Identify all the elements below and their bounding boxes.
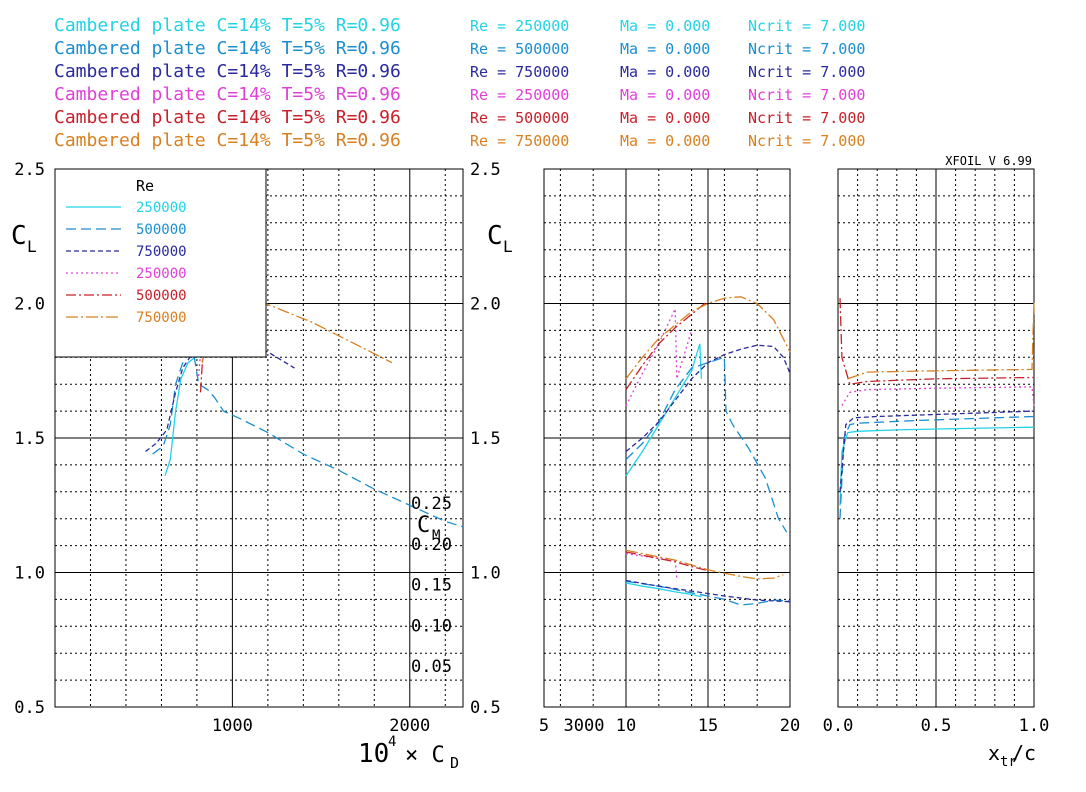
transition-series-line bbox=[841, 386, 1035, 407]
cm-tick: 0.25 bbox=[411, 494, 452, 514]
cm-axis-label: C bbox=[417, 513, 430, 538]
legend-entry-label: 750000 bbox=[136, 310, 187, 326]
legend: Re 250000 500000 750000 250000 500000 750000 bbox=[54, 168, 267, 358]
cl-axis-label-right: C bbox=[487, 221, 503, 251]
header-airfoil-name: Cambered plate C=14% T=5% R=0.96 bbox=[54, 84, 401, 105]
header-mach: Ma = 0.000 bbox=[620, 109, 710, 127]
legend-entry-label: 750000 bbox=[136, 244, 187, 260]
lift-cl-series-line bbox=[625, 296, 791, 380]
transition-series-line bbox=[839, 415, 1035, 519]
header-reynolds: Re = 250000 bbox=[470, 17, 569, 35]
legend-entry-label: 250000 bbox=[136, 200, 187, 216]
cm-tick: 0.15 bbox=[411, 576, 452, 596]
polar-x-tick: 2000 bbox=[389, 716, 430, 736]
header-ncrit: Ncrit = 7.000 bbox=[748, 132, 865, 150]
header-reynolds: Re = 750000 bbox=[470, 63, 569, 81]
cm-tick: 0.05 bbox=[411, 657, 452, 677]
lift-x-tick: 20 bbox=[780, 716, 800, 736]
lift-cl-series-line bbox=[625, 344, 791, 453]
transition-x-tick: 0.0 bbox=[823, 716, 854, 736]
transition-series-line bbox=[839, 426, 1035, 506]
lift-cm-series-line bbox=[625, 580, 791, 606]
xfoil-version-label: XFOIL V 6.99 bbox=[945, 154, 1032, 168]
polar-x-tick: 1000 bbox=[212, 716, 253, 736]
legend-box bbox=[54, 168, 267, 358]
cl-axis-label: C bbox=[11, 221, 27, 251]
header-airfoil-name: Cambered plate C=14% T=5% R=0.96 bbox=[54, 130, 401, 151]
header-ncrit: Ncrit = 7.000 bbox=[748, 86, 865, 104]
transition-series-line bbox=[839, 410, 1035, 492]
transition-series-line bbox=[839, 298, 1035, 385]
legend-title: Re bbox=[136, 177, 154, 195]
header-airfoil-name: Cambered plate C=14% T=5% R=0.96 bbox=[54, 107, 401, 128]
legend-entry-label: 500000 bbox=[136, 288, 187, 304]
lift-cm-series-line bbox=[625, 551, 709, 572]
cd-axis-label-sub: D bbox=[450, 754, 459, 772]
polar-y-tick-right: 0.5 bbox=[470, 698, 501, 718]
header-mach: Ma = 0.000 bbox=[620, 17, 710, 35]
lift-cl-series-line bbox=[625, 356, 788, 533]
header-airfoil-name: Cambered plate C=14% T=5% R=0.96 bbox=[54, 38, 401, 59]
lift-x-tick: 15 bbox=[698, 716, 718, 736]
header-reynolds: Re = 500000 bbox=[470, 109, 569, 127]
cl-axis-label-sub: L bbox=[27, 237, 37, 256]
header-text-group: Cambered plate C=14% T=5% R=0.96 Re = 250… bbox=[54, 15, 865, 151]
cd-axis-label-exp: 4 bbox=[388, 734, 396, 750]
cm-axis-label-sub: M bbox=[432, 528, 440, 544]
transition-series-line bbox=[847, 300, 1035, 380]
cd-axis-label-rest: × C bbox=[405, 743, 445, 768]
lift-x-tick: 10 bbox=[616, 716, 636, 736]
header-mach: Ma = 0.000 bbox=[620, 40, 710, 58]
header-ncrit: Ncrit = 7.000 bbox=[748, 63, 865, 81]
polar-y-tick: 2.5 bbox=[14, 160, 45, 180]
xtr-axis-label-sub: tr bbox=[1000, 754, 1017, 770]
polar-y-tick-right: 1.0 bbox=[470, 564, 501, 584]
header-ncrit: Ncrit = 7.000 bbox=[748, 17, 865, 35]
polar-series-line bbox=[145, 344, 295, 453]
cm-tick: 0.20 bbox=[411, 535, 452, 555]
xtr-axis-label-rest: /c bbox=[1012, 741, 1036, 765]
lift-cl-series-line bbox=[625, 343, 703, 477]
lift-x-tick: 3000 bbox=[564, 716, 605, 736]
lift-cm-series-line bbox=[625, 549, 784, 580]
legend-entry-label: 250000 bbox=[136, 266, 187, 282]
header-reynolds: Re = 750000 bbox=[470, 132, 569, 150]
polar-series-line bbox=[152, 350, 464, 528]
xtr-axis-label: x bbox=[988, 741, 1000, 765]
lift-cm-series-line bbox=[625, 582, 702, 598]
lift-x-tick: 5 bbox=[539, 716, 549, 736]
polar-y-tick-right: 1.5 bbox=[470, 429, 501, 449]
polar-y-tick: 0.5 bbox=[14, 698, 45, 718]
transition-x-tick: 0.5 bbox=[921, 716, 952, 736]
header-mach: Ma = 0.000 bbox=[620, 63, 710, 81]
header-mach: Ma = 0.000 bbox=[620, 86, 710, 104]
header-ncrit: Ncrit = 7.000 bbox=[748, 109, 865, 127]
header-airfoil-name: Cambered plate C=14% T=5% R=0.96 bbox=[54, 61, 401, 82]
polar-y-tick: 1.0 bbox=[14, 564, 45, 584]
lift-cl-series-line bbox=[625, 300, 709, 390]
header-reynolds: Re = 500000 bbox=[470, 40, 569, 58]
header-airfoil-name: Cambered plate C=14% T=5% R=0.96 bbox=[54, 15, 401, 36]
lift-cl-series-line bbox=[625, 308, 693, 406]
polar-y-tick: 1.5 bbox=[14, 429, 45, 449]
cd-axis-label-base: 10 bbox=[358, 739, 389, 769]
series-group bbox=[145, 296, 1035, 606]
cm-tick: 0.10 bbox=[411, 616, 452, 636]
polar-y-tick-right: 2.0 bbox=[470, 295, 501, 315]
polar-y-tick: 2.0 bbox=[14, 295, 45, 315]
polar-y-tick-right: 2.5 bbox=[470, 160, 501, 180]
lift-cm-series-line bbox=[625, 579, 791, 603]
legend-entry-label: 500000 bbox=[136, 222, 187, 238]
cl-axis-label-right-sub: L bbox=[503, 237, 513, 256]
lift-cm-series-line bbox=[625, 552, 678, 579]
header-ncrit: Ncrit = 7.000 bbox=[748, 40, 865, 58]
header-reynolds: Re = 250000 bbox=[470, 86, 569, 104]
transition-x-tick: 1.0 bbox=[1019, 716, 1050, 736]
header-mach: Ma = 0.000 bbox=[620, 132, 710, 150]
